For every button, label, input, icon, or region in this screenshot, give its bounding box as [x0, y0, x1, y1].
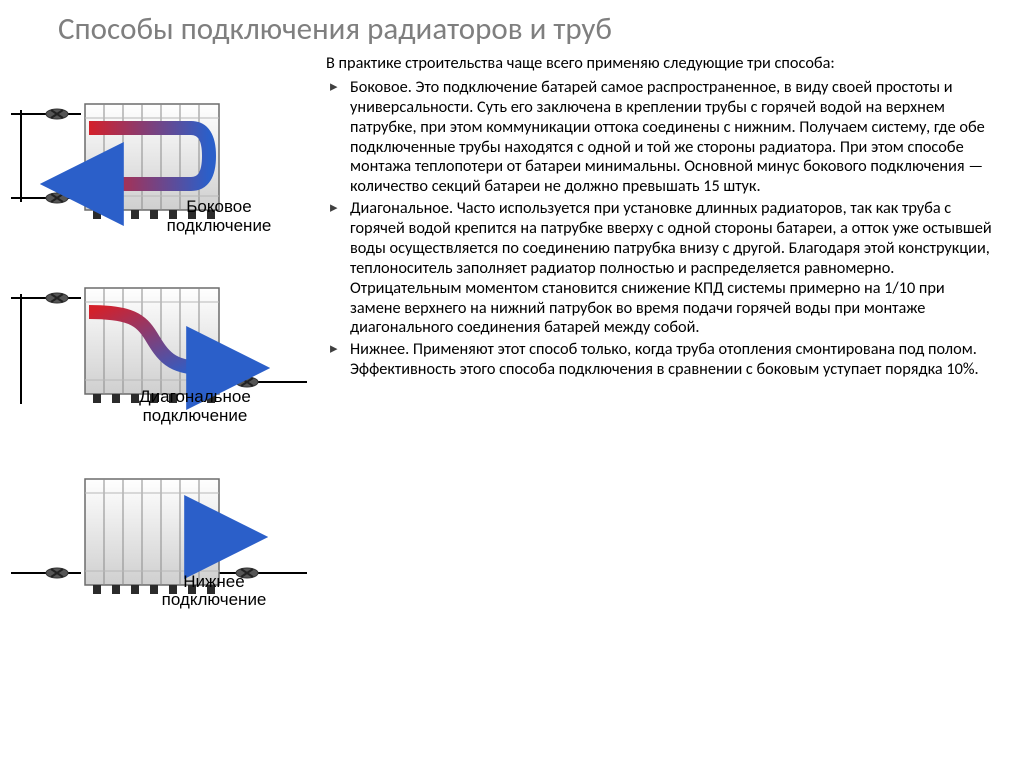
valve-icon — [46, 109, 68, 203]
text-column: В практике строительства чаще всего прим… — [324, 54, 994, 610]
diagram-side-connection: Боковое подключение — [8, 90, 310, 235]
bullet-item: Диагональное. Часто используется при уст… — [324, 199, 994, 338]
diagrams-column: Боковое подключение — [12, 54, 310, 610]
diagram-label: Диагональное подключение — [139, 388, 251, 425]
diagram-label: Боковое подключение — [167, 198, 272, 235]
bullet-list: Боковое. Это подключение батарей самое р… — [324, 78, 994, 380]
bullet-item: Боковое. Это подключение батарей самое р… — [324, 78, 994, 197]
diagram-diagonal-connection: Диагональное подключение — [8, 274, 310, 425]
content-row: Боковое подключение — [12, 54, 994, 610]
bullet-item: Нижнее. Применяют этот способ только, ко… — [324, 340, 994, 380]
diagram-label: Нижнее подключение — [162, 573, 267, 610]
intro-text: В практике строительства чаще всего прим… — [324, 54, 994, 74]
diagram-bottom-connection: Нижнее подключение — [8, 465, 310, 610]
slide: Способы подключения радиаторов и труб — [0, 0, 1024, 767]
slide-title: Способы подключения радиаторов и труб — [58, 10, 994, 48]
